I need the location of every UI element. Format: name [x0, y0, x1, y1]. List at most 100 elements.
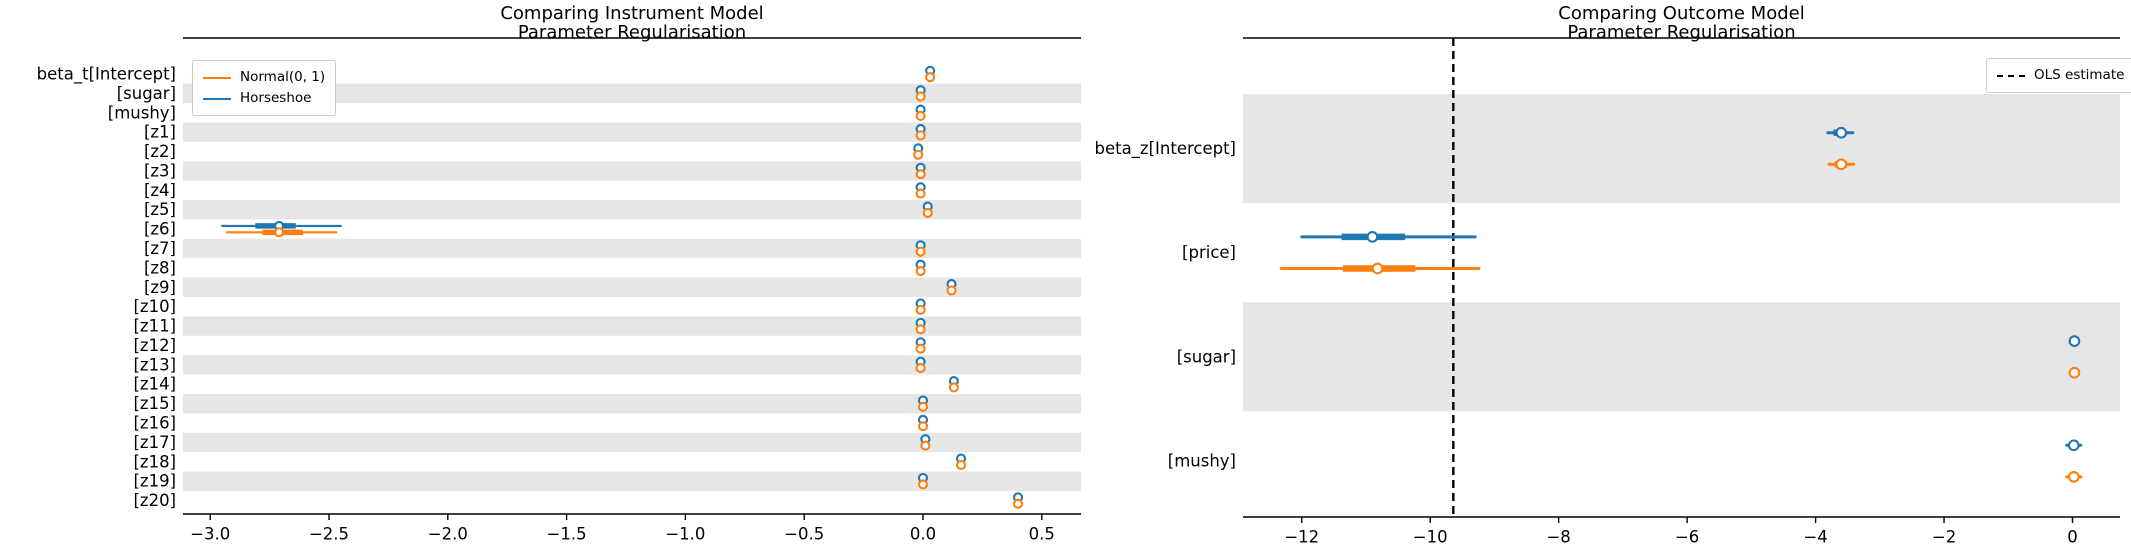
outcome-panel-title: Comparing Outcome Model Parameter Regula… [1243, 4, 2120, 42]
instrument-panel-title: Comparing Instrument Model Parameter Reg… [183, 4, 1081, 42]
row-stripe [183, 83, 1081, 104]
point-estimate-marker [955, 459, 967, 471]
point-estimate-marker [915, 110, 926, 122]
x-tick-label: −12 [1284, 528, 1319, 547]
y-axis-label: [mushy] [1168, 452, 1236, 471]
y-axis-label: [z5] [144, 200, 176, 219]
y-axis-label: [z20] [133, 491, 176, 510]
legend-entry-ols: OLS estimate [1997, 65, 2124, 86]
y-axis-label: [z2] [144, 142, 176, 161]
legend-entry-normal: Normal(0, 1) [203, 67, 325, 88]
y-axis-label: [z4] [144, 181, 176, 200]
row-stripe [183, 316, 1081, 336]
point-estimate-marker [2067, 471, 2080, 483]
x-tick-label: 0.0 [910, 525, 936, 544]
y-axis-label: beta_t[Intercept] [37, 65, 176, 85]
y-axis-label: [z12] [133, 336, 176, 355]
row-stripe [183, 277, 1081, 297]
point-estimate-marker [915, 266, 926, 277]
title-line: Parameter Regularisation [1567, 22, 1796, 43]
y-axis-label: [z6] [144, 220, 176, 239]
x-tick-label: −4 [1803, 528, 1827, 547]
ols-dashed-swatch-icon [1997, 74, 2025, 77]
title-line: Parameter Regularisation [517, 22, 747, 43]
x-tick-label: −2 [1932, 528, 1956, 547]
y-axis-label: [z7] [144, 239, 176, 258]
row-stripe [183, 161, 1081, 181]
point-estimate-marker [946, 285, 957, 296]
row-stripe [1243, 94, 2120, 203]
point-estimate-marker [1835, 158, 1848, 171]
y-axis-label: [z13] [133, 355, 176, 374]
y-axis-label: [sugar] [117, 84, 176, 103]
row-stripe [183, 122, 1081, 142]
row-stripe [183, 432, 1081, 453]
row-stripe [1243, 302, 2120, 412]
row-stripe [183, 355, 1081, 375]
y-axis-label: [price] [1182, 243, 1236, 262]
point-estimate-marker [915, 130, 926, 141]
x-tick-label: −6 [1675, 528, 1699, 547]
point-estimate-marker [2068, 335, 2081, 347]
y-axis-label: [z11] [133, 317, 176, 336]
point-estimate-marker [922, 207, 933, 218]
point-estimate-marker [915, 362, 926, 374]
y-axis-label: [z8] [144, 258, 176, 277]
x-tick-label: −2.5 [309, 525, 349, 544]
y-axis-label: [z3] [144, 161, 176, 180]
point-estimate-marker [274, 227, 285, 238]
x-tick-label: 0.5 [1029, 525, 1055, 544]
title-line: Comparing Instrument Model [500, 3, 764, 24]
y-axis-label: beta_z[Intercept] [1094, 139, 1236, 159]
instrument-legend: Normal(0, 1) Horseshoe [192, 60, 337, 116]
y-axis-label: [mushy] [108, 103, 176, 122]
point-estimate-marker [2067, 439, 2080, 452]
y-axis-label: [z10] [133, 297, 176, 316]
legend-label-ols: OLS estimate [2034, 67, 2125, 83]
y-axis-label: [sugar] [1177, 347, 1236, 366]
point-estimate-marker [915, 304, 926, 315]
point-estimate-marker [948, 382, 959, 393]
point-estimate-marker [915, 169, 926, 180]
x-tick-label: 0 [2067, 528, 2078, 547]
point-estimate-marker [1012, 498, 1024, 509]
point-estimate-marker [915, 246, 926, 257]
legend-label-horseshoe: Horseshoe [240, 90, 312, 106]
y-axis-label: [z16] [133, 414, 176, 433]
x-tick-label: −1.0 [665, 525, 705, 544]
point-estimate-marker [915, 343, 926, 354]
y-axis-label: [z15] [133, 394, 176, 413]
x-tick-label: −1.5 [547, 525, 587, 544]
y-axis-label: [z14] [133, 375, 176, 394]
point-estimate-marker [925, 72, 936, 83]
point-estimate-marker [920, 440, 931, 451]
y-axis-label: [z19] [133, 472, 176, 491]
point-estimate-marker [913, 149, 924, 160]
horseshoe-line-swatch-icon [203, 97, 231, 100]
point-estimate-marker [2068, 366, 2081, 379]
x-tick-label: −10 [1413, 528, 1448, 547]
y-axis-label: [z17] [133, 433, 176, 452]
title-line: Comparing Outcome Model [1558, 3, 1805, 24]
point-estimate-marker [917, 479, 929, 490]
point-estimate-marker [1366, 231, 1379, 243]
point-estimate-marker [915, 324, 926, 335]
legend-entry-horseshoe: Horseshoe [203, 88, 325, 109]
row-stripe [183, 200, 1081, 220]
point-estimate-marker [917, 421, 929, 432]
x-tick-label: −3.0 [190, 525, 230, 544]
point-estimate-marker [917, 401, 929, 412]
point-estimate-marker [915, 91, 926, 102]
x-tick-label: −0.5 [784, 525, 824, 544]
normal-line-swatch-icon [203, 76, 231, 79]
row-stripe [183, 471, 1081, 491]
row-stripe [183, 238, 1081, 259]
x-tick-label: −2.0 [428, 525, 468, 544]
x-tick-label: −8 [1546, 528, 1570, 547]
y-axis-label: [z18] [133, 452, 176, 471]
outcome-legend: OLS estimate [1986, 58, 2131, 93]
y-axis-label: [z1] [144, 123, 176, 142]
row-stripe [183, 393, 1081, 414]
